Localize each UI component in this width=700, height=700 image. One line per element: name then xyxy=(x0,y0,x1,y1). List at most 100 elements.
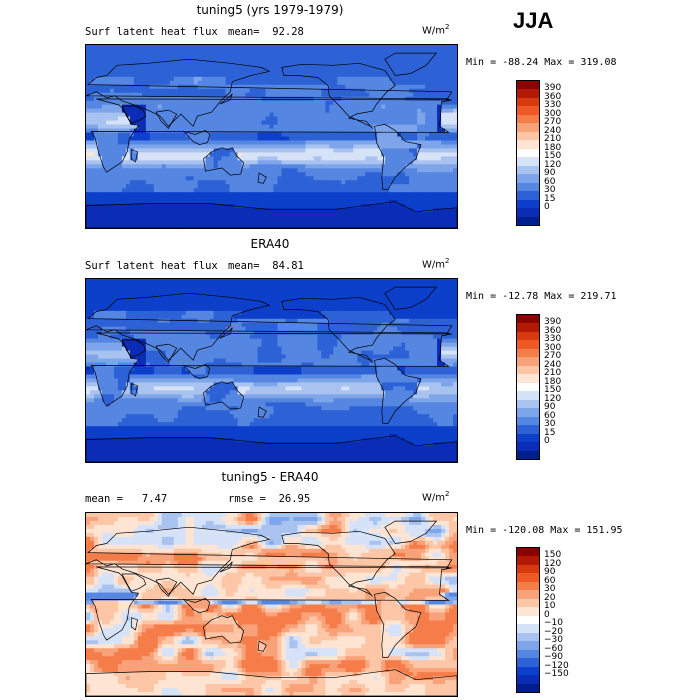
map-cell xyxy=(229,100,235,106)
map-cell xyxy=(421,212,426,217)
map-cell xyxy=(185,188,191,193)
map-cell xyxy=(177,208,183,213)
map-cell xyxy=(309,164,314,169)
map-cell xyxy=(249,212,255,217)
map-cell xyxy=(309,88,314,94)
map-cell xyxy=(433,216,438,221)
map-cell xyxy=(309,116,314,122)
map-cell xyxy=(405,220,410,225)
map-cell xyxy=(381,64,386,70)
map-cell xyxy=(449,302,454,308)
map-cell xyxy=(333,76,338,82)
map-cell xyxy=(309,136,314,142)
map-cell xyxy=(133,160,139,165)
map-cell xyxy=(373,180,378,185)
map-cell xyxy=(305,184,310,189)
map-cell xyxy=(129,176,135,181)
map-cell xyxy=(149,76,155,82)
map-cell xyxy=(253,68,259,74)
map-cell xyxy=(425,196,430,201)
map-cell xyxy=(357,168,362,173)
map-cell xyxy=(93,216,99,221)
map-cell xyxy=(369,132,374,138)
map-cell xyxy=(369,298,374,304)
map-cell xyxy=(213,72,219,78)
map-cell xyxy=(393,224,398,228)
map-cell xyxy=(141,120,147,126)
map-cell xyxy=(109,48,115,54)
map-cell xyxy=(309,92,314,98)
map-cell xyxy=(357,112,362,118)
map-cell xyxy=(205,124,211,130)
map-cell xyxy=(109,294,115,300)
map-cell xyxy=(265,196,271,201)
map-cell xyxy=(445,208,450,213)
map-cell xyxy=(405,196,410,201)
map-cell xyxy=(421,100,426,106)
map-cell xyxy=(421,132,426,138)
map-cell xyxy=(173,192,179,197)
map-cell xyxy=(86,100,91,106)
map-cell xyxy=(249,164,255,169)
map-cell xyxy=(421,279,426,284)
map-cell xyxy=(273,128,279,134)
coastline xyxy=(219,93,233,105)
map-cell xyxy=(169,302,175,308)
map-cell xyxy=(257,279,263,284)
map-cell xyxy=(401,92,406,98)
map-cell xyxy=(409,208,414,213)
map-cell xyxy=(237,120,243,126)
map-cell xyxy=(397,96,402,102)
map-cell xyxy=(441,220,446,225)
map-cell xyxy=(149,136,155,142)
map-cell xyxy=(281,168,287,173)
map-cell xyxy=(445,160,450,165)
map-cell xyxy=(349,200,354,205)
map-cell xyxy=(313,132,318,138)
map-cell xyxy=(305,144,310,150)
map-cell xyxy=(421,52,426,58)
map-cell xyxy=(237,92,243,98)
map-cell xyxy=(341,298,346,304)
map-cell xyxy=(257,224,263,228)
map-cell xyxy=(169,60,175,66)
map-cell xyxy=(205,172,211,177)
map-cell xyxy=(429,294,434,300)
map-cell xyxy=(101,294,107,300)
map-cell xyxy=(345,148,350,154)
map-cell xyxy=(341,188,346,193)
map-cell xyxy=(209,220,215,225)
map-cell xyxy=(185,136,191,142)
map-cell xyxy=(157,88,163,94)
map-cell xyxy=(365,192,370,197)
map-cell xyxy=(405,104,410,110)
map-cell xyxy=(441,72,446,78)
map-cell xyxy=(201,60,207,66)
map-cell xyxy=(301,140,307,146)
map-cell xyxy=(409,104,414,110)
map-cell xyxy=(345,298,350,304)
map-cell xyxy=(289,76,295,82)
map-cell xyxy=(293,160,299,165)
map-cell xyxy=(441,192,446,197)
map-cell xyxy=(445,168,450,173)
map-cell xyxy=(281,184,287,189)
panel-2-variable-label: Surf latent heat flux xyxy=(85,260,218,272)
map-cell xyxy=(341,104,346,110)
map-cell xyxy=(349,144,354,150)
map-cell xyxy=(365,184,370,189)
map-cell xyxy=(385,120,390,126)
map-cell xyxy=(289,92,295,98)
map-cell xyxy=(361,128,366,134)
map-cell xyxy=(109,140,115,146)
map-cell xyxy=(117,136,123,142)
map-cell xyxy=(293,192,299,197)
map-cell xyxy=(197,116,203,122)
map-cell xyxy=(101,80,107,86)
map-cell xyxy=(237,100,243,106)
map-cell xyxy=(293,108,299,114)
map-cell xyxy=(449,294,454,300)
map-cell xyxy=(393,208,398,213)
map-cell xyxy=(109,124,115,130)
map-cell xyxy=(221,208,227,213)
